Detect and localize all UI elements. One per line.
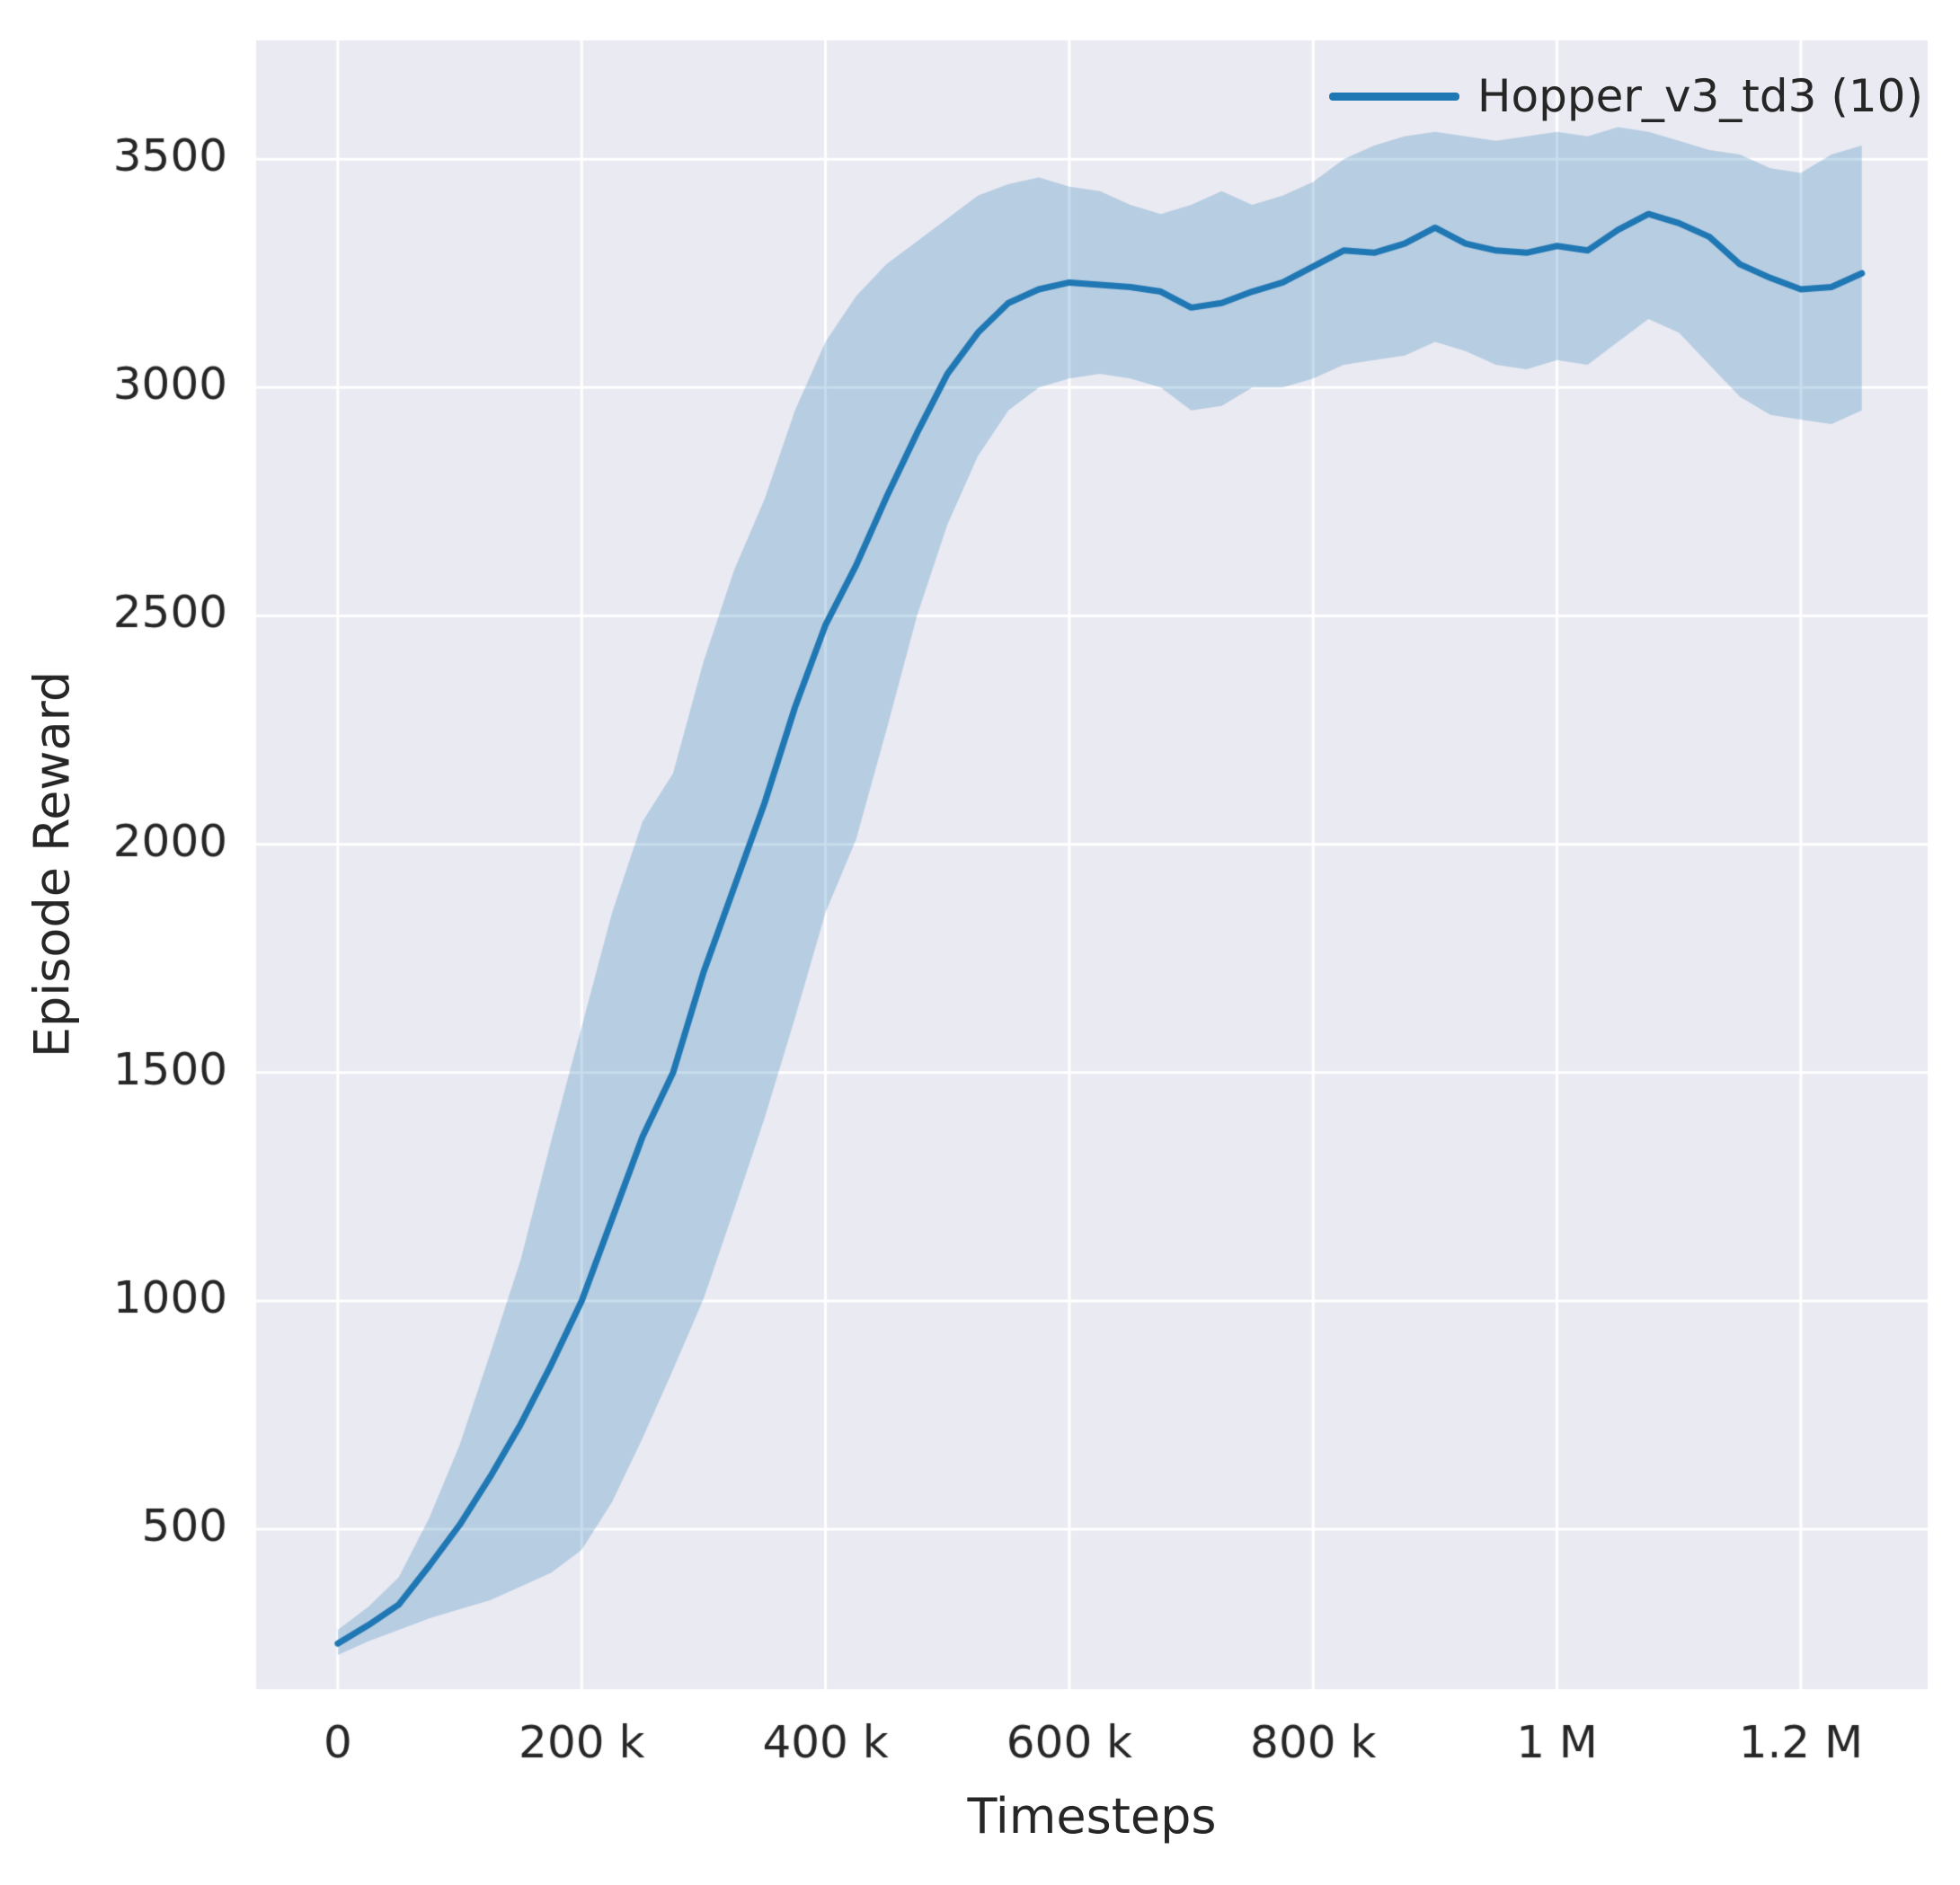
legend: Hopper_v3_td3 (10) (1328, 70, 1923, 122)
y-axis-label: Episode Reward (23, 670, 81, 1058)
legend-line-swatch (1328, 92, 1459, 101)
x-axis-label: Timesteps (967, 1788, 1217, 1845)
legend-label: Hopper_v3_td3 (10) (1477, 70, 1923, 122)
